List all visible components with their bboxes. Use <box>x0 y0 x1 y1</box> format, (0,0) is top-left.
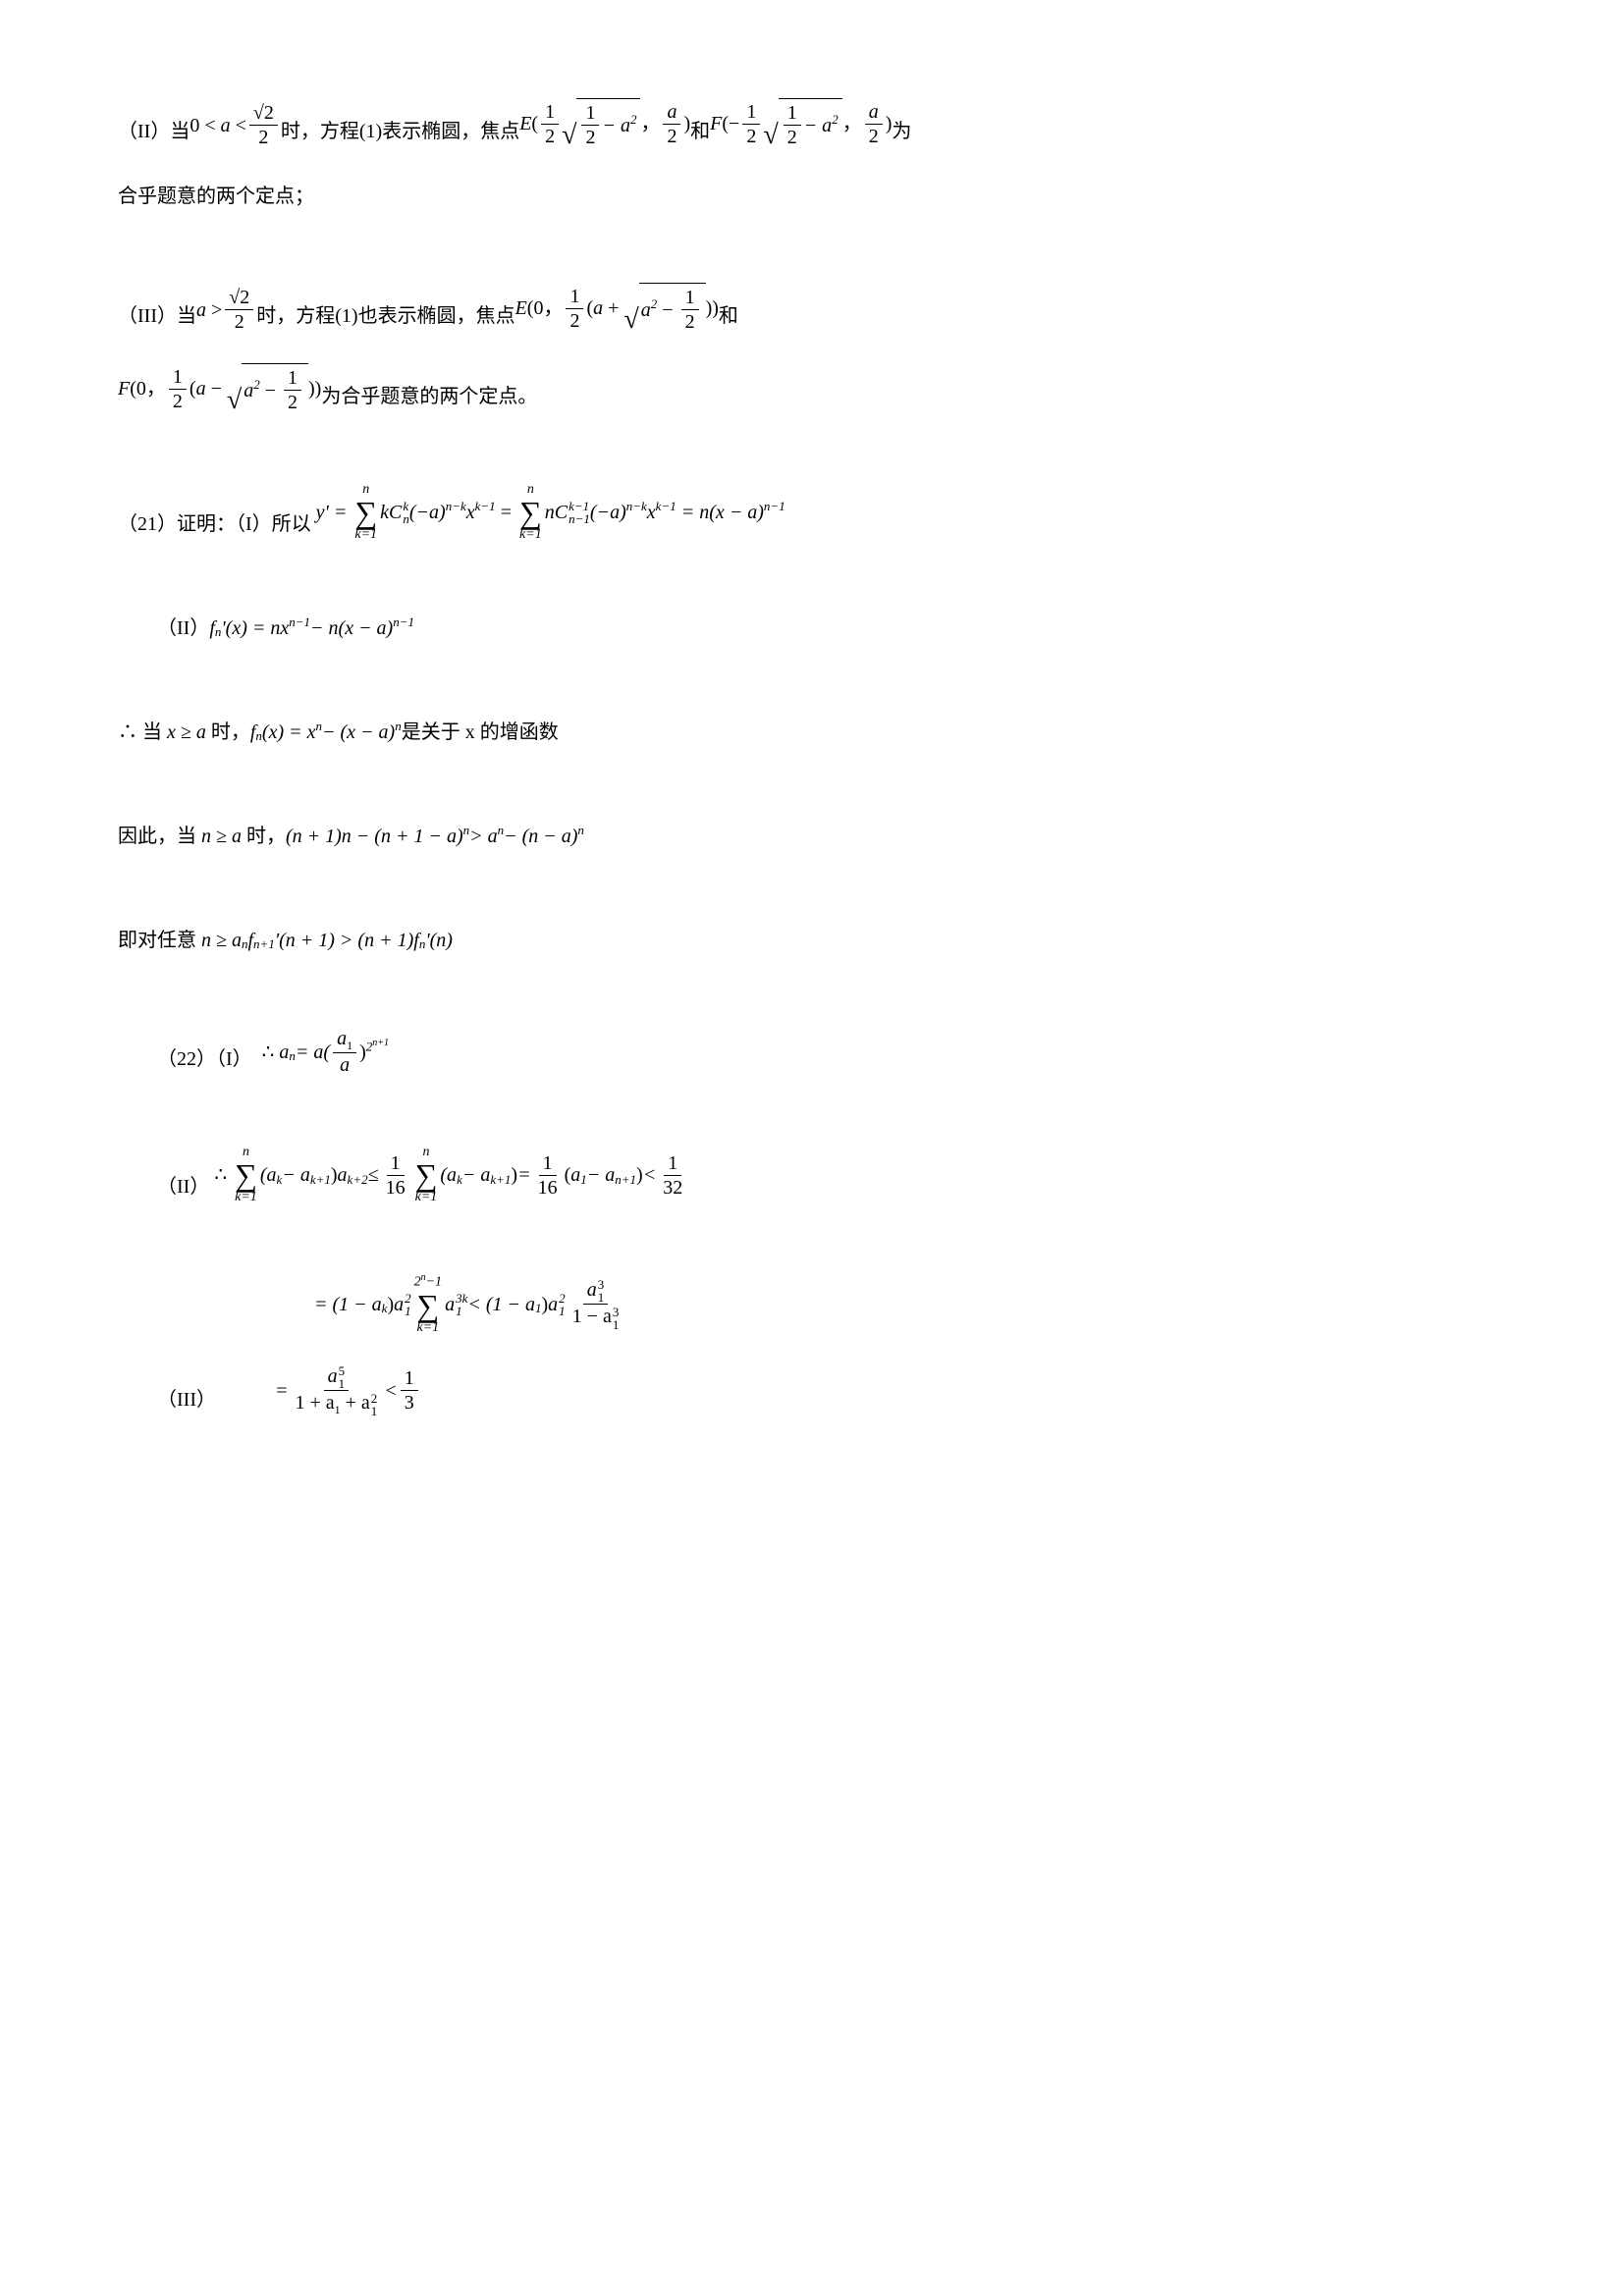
para-iii-line1: （III）当 a > √22 时，方程(1)也表示椭圆，焦点 E(0， 12 (… <box>118 283 1506 334</box>
cond-ii: 0 < a < √2 2 <box>189 101 281 149</box>
proof-22-iii-eq2: （III） = a51 1 + a1 + a21 < 13 <box>118 1364 1506 1417</box>
proof-22-ii: （II） ∴ n∑k=1 (ak − ak+1 ) ak+2 ≤ 116 n∑k… <box>157 1146 1506 1204</box>
focus-E2: E(0， 12 (a + √ a2 − 12 )) <box>515 283 719 334</box>
increasing-stmt: ∴ 当 x ≥ a 时， fn (x) = xn − (x − a)n 是关于 … <box>118 715 1506 750</box>
focus-F2: F(0， 12 (a − √ a2 − 12 )) <box>118 363 321 414</box>
forall-stmt: 即对任意 n ≥ an fn+1' (n + 1) > (n + 1) fn' … <box>118 923 1506 958</box>
proof-21-i: （21）证明：（I）所以 y' = n∑k=1 kC kn (−a)n−k xk… <box>118 483 1506 542</box>
para-iii-line2: F(0， 12 (a − √ a2 − 12 )) 为合乎题意的两个定点。 <box>118 363 1506 414</box>
label-ii: （II）当 <box>118 114 189 149</box>
focus-F: F( − 12 √ 12 − a2 ， a2 ) <box>710 98 892 149</box>
para-ii-line1: （II）当 0 < a < √2 2 时，方程(1)表示椭圆，焦点 E( 12 … <box>118 98 1506 149</box>
proof-22-i: （22）（I） ∴ an = a( a1a ) 2n+1 <box>157 1027 1506 1077</box>
para-ii-line2: 合乎题意的两个定点； <box>118 179 1506 214</box>
proof-21-ii: （II） fn' (x) = nxn−1 − n(x − a)n−1 <box>157 611 1506 646</box>
hence-stmt: 因此，当 n ≥ a 时， (n + 1)n − (n + 1 − a)n > … <box>118 819 1506 854</box>
proof-22-iii-eq1: = (1 − ak) a21 2n−1∑k=1 a3k1 < (1 − a1) … <box>314 1273 1506 1335</box>
focus-E: E( 12 √ 12 − a2 ， a2 ) <box>519 98 690 149</box>
